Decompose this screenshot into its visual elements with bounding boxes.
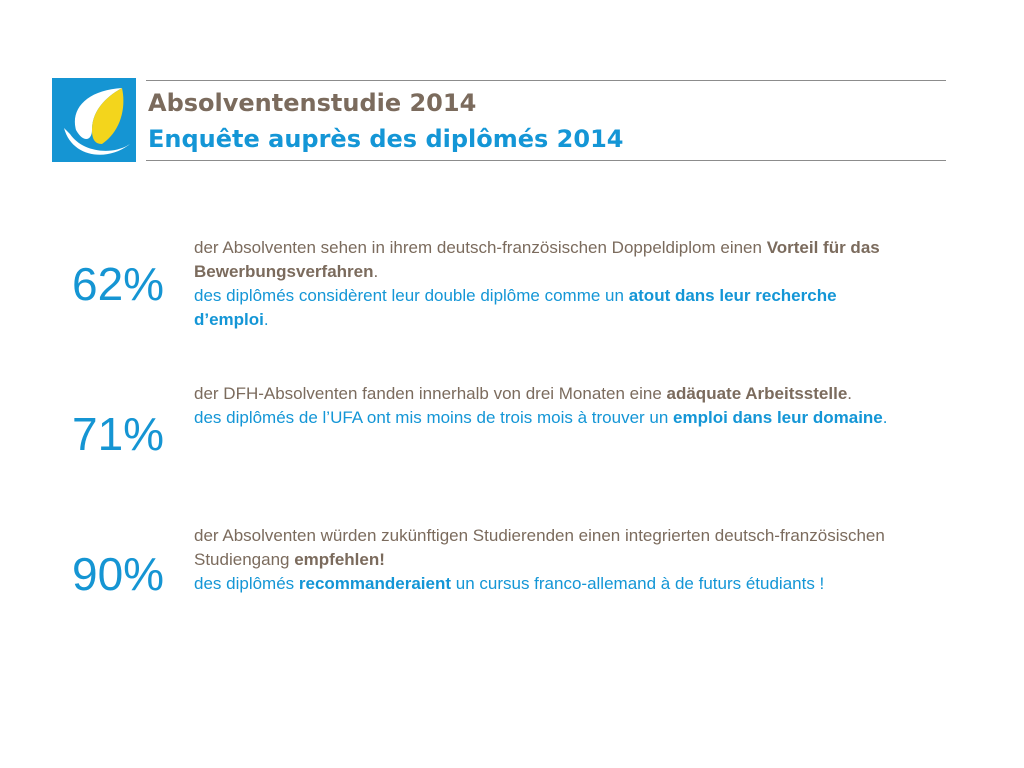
stat-2-german-emphasis: adäquate Arbeitsstelle — [666, 384, 848, 403]
stat-1-french-text: des diplômés considèrent leur double dip… — [194, 286, 837, 329]
stat-2-french-emphasis: emploi dans leur domaine — [673, 408, 883, 427]
dfh-ufa-logo-icon — [52, 78, 136, 162]
stat-2-german-text: der DFH-Absolventen fanden innerhalb von… — [194, 384, 853, 403]
stat-text-2: der DFH-Absolventen fanden innerhalb von… — [194, 382, 894, 430]
stat-value-3: 90% — [72, 548, 165, 600]
stat-1-german-text: der Absolventen sehen in ihrem deutsch-f… — [194, 238, 880, 281]
stat-text-1: der Absolventen sehen in ihrem deutsch-f… — [194, 236, 894, 332]
stat-1-german-emphasis: Vorteil für das Bewerbungsverfahren — [194, 238, 880, 281]
page-subtitle: Enquête auprès des diplômés 2014 — [148, 125, 624, 153]
stat-value-2: 71% — [72, 408, 165, 460]
stat-value-1: 62% — [72, 258, 165, 310]
stat-3-french-emphasis: recommanderaient — [298, 574, 452, 593]
stat-3-german-emphasis: empfehlen! — [294, 550, 385, 569]
stat-1-french-emphasis: atout dans leur recherche d’emploi — [194, 286, 837, 329]
header-top-rule — [146, 80, 946, 81]
stat-text-3: der Absolventen würden zukünftigen Studi… — [194, 524, 894, 596]
header-bottom-rule — [146, 160, 946, 161]
stat-3-french-text: des diplômés recommanderaient un cursus … — [194, 574, 825, 593]
page-title: Absolventenstudie 2014 — [148, 89, 477, 117]
stat-2-french-text: des diplômés de l’UFA ont mis moins de t… — [194, 408, 888, 427]
stat-3-german-text: der Absolventen würden zukünftigen Studi… — [194, 526, 885, 569]
